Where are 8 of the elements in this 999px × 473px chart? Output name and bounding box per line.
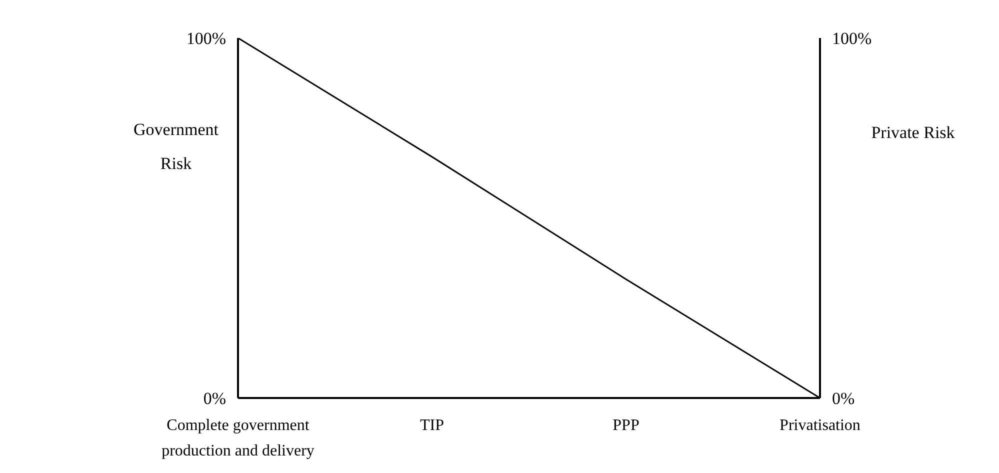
y2-tick-label: 100% bbox=[832, 29, 872, 48]
x-tick-label: PPP bbox=[612, 417, 640, 434]
x-tick-label: Complete government production and delivery bbox=[162, 417, 314, 460]
x-tick-label: Privatisation bbox=[780, 417, 860, 434]
y-axis-title: Government Risk bbox=[132, 119, 220, 175]
x-tick-label: TIP bbox=[420, 417, 444, 434]
y2-tick-label: 0% bbox=[832, 389, 855, 408]
y2-axis-title: Private Risk bbox=[870, 123, 956, 143]
